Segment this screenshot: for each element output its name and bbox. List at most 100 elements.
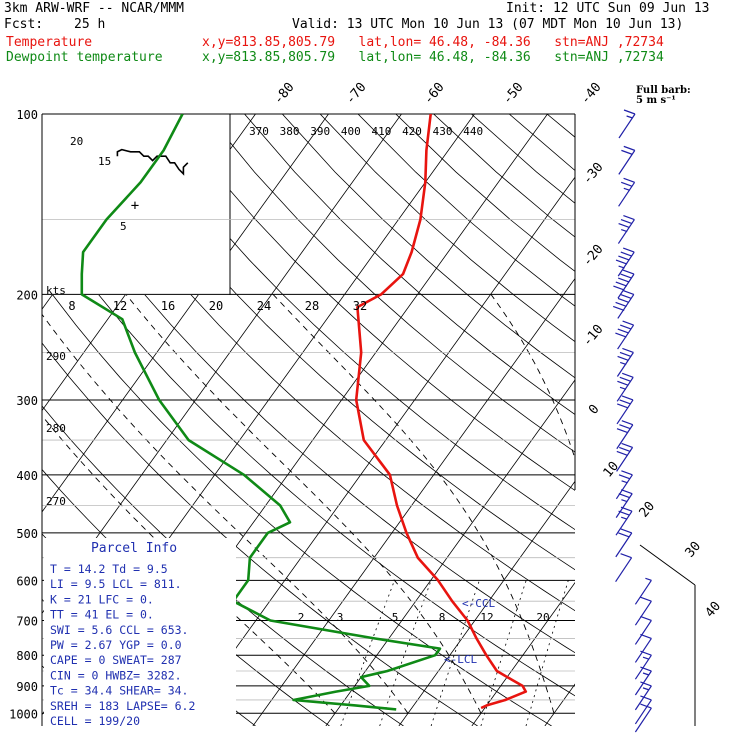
- parcel-level-annotation: <-LCL: [444, 653, 477, 666]
- parcel-info-row: SWI = 5.6 CCL = 653.: [50, 623, 188, 637]
- wind-barb-flag: [621, 420, 634, 426]
- theta-side-label: 280: [46, 422, 66, 435]
- wind-barb-flag: [640, 695, 652, 701]
- wind-barb-flag: [613, 285, 625, 291]
- wind-barb-flag: [620, 293, 632, 299]
- wind-barb-flag: [619, 424, 631, 430]
- wind-barb-flag: [640, 596, 652, 602]
- wind-barb-half: [626, 115, 633, 119]
- dewpoint-location: x,y=813.85,805.79 lat,lon= 46.48, -84.36…: [202, 50, 664, 65]
- wind-barb: [634, 681, 652, 711]
- hodograph-speed-label: 24: [257, 299, 271, 313]
- wind-barb-staff: [634, 600, 652, 626]
- parcel-info-row: T = 14.2 Td = 9.5: [50, 562, 168, 576]
- wind-barb-flag: [616, 403, 629, 409]
- wind-barb-flag: [617, 355, 629, 362]
- wind-barb-flag: [618, 510, 630, 516]
- wind-barb-flag: [612, 305, 625, 311]
- pressure-tick-label: 800: [16, 649, 38, 663]
- temperature-tick-label: -80: [271, 80, 298, 108]
- wind-key-label: 5 m s⁻¹: [636, 95, 676, 106]
- pressure-tick-label: 500: [16, 527, 38, 541]
- wind-barb-half: [642, 672, 650, 676]
- wind-barb-flag: [618, 222, 630, 229]
- theta-side-label: 290: [46, 350, 66, 363]
- wind-barb-flag: [619, 351, 632, 358]
- theta-tick-label: 380: [280, 125, 300, 138]
- wind-barb-flag: [623, 214, 635, 221]
- temperature-tick-label: -10: [580, 322, 607, 350]
- wind-barb-flag: [620, 251, 633, 257]
- wind-barb-half: [642, 687, 650, 691]
- wind-barb-flag: [621, 372, 634, 378]
- parcel-info-title: Parcel Info: [91, 541, 177, 556]
- wind-barb: [617, 214, 635, 244]
- wind-barb: [615, 470, 633, 500]
- wind-barb-flag: [640, 681, 652, 687]
- wind-barb-flag: [615, 259, 628, 265]
- wind-barb-flag: [622, 320, 634, 326]
- wind-barb-flag: [622, 269, 635, 275]
- wind-barb: [616, 372, 634, 402]
- dry-adiabat: [55, 114, 575, 612]
- temperature-tick-label: -50: [500, 80, 527, 108]
- wind-barb-flag: [620, 553, 632, 559]
- wind-barb-flag: [618, 446, 631, 452]
- dewpoint-profile: [80, 114, 442, 711]
- dewpoint-legend: Dewpoint temperature: [6, 50, 163, 65]
- wind-barb-flag: [623, 109, 636, 115]
- hodograph-speed-label: 12: [113, 299, 127, 313]
- wind-barb: [615, 528, 633, 558]
- parcel-box-bg: [44, 538, 236, 726]
- mixing-ratio-line: [430, 580, 480, 726]
- valid-time: Valid: 13 UTC Mon 10 Jun 13 (07 MDT Mon …: [292, 17, 684, 32]
- wind-barb-staff: [634, 699, 652, 725]
- wind-barb: [616, 347, 634, 377]
- wind-barb: [615, 553, 633, 583]
- parcel-info-row: SREH = 183 LAPSE= 6.2: [50, 699, 195, 713]
- parcel-info-row: LI = 9.5 LCL = 811.: [50, 577, 182, 591]
- pressure-tick-label: 300: [16, 394, 38, 408]
- hodograph-ring-label: 15: [98, 155, 111, 168]
- parcel-info-row: PW = 2.67 YGP = 0.0: [50, 638, 182, 652]
- wind-barb: [615, 506, 633, 536]
- wind-barb-half: [642, 656, 650, 660]
- dry-adiabat: [357, 114, 575, 307]
- wind-barb-flag: [619, 324, 632, 330]
- wind-barb-staff: [634, 580, 652, 605]
- temperature-tick-label: 40: [703, 599, 725, 621]
- wind-barb: [616, 442, 634, 472]
- moist-adiabat: [272, 294, 555, 714]
- dry-adiabat: [92, 114, 575, 571]
- wind-barb: [618, 109, 636, 139]
- hodograph-speed-label: 28: [305, 299, 319, 313]
- header: 3km ARW-WRF -- NCAR/MMM Init: 12 UTC Sun…: [0, 0, 740, 70]
- wind-barb-flag: [623, 177, 635, 183]
- wind-barb-flag: [618, 255, 630, 261]
- wind-barb-flag: [640, 650, 652, 656]
- dry-adiabat: [206, 114, 575, 453]
- wind-barb: [616, 395, 634, 425]
- pressure-tick-label: 900: [16, 680, 38, 694]
- wind-barb-flag: [620, 528, 633, 534]
- wind-barb: [634, 666, 652, 696]
- isotherm-line: [398, 480, 575, 726]
- parcel-info-row: CAPE = 0 SWEAT= 287: [50, 653, 182, 667]
- isotherm-line: [0, 114, 36, 726]
- temperature-location: x,y=813.85,805.79 lat,lon= 46.48, -84.36…: [202, 35, 664, 50]
- moist-adiabat: [681, 294, 700, 713]
- pressure-tick-label: 100: [16, 108, 38, 122]
- wind-barb-flag: [618, 474, 631, 480]
- pressure-tick-label: 200: [16, 288, 38, 302]
- wind-barb-half: [623, 187, 630, 191]
- wind-barb: [616, 420, 634, 450]
- wind-barb-flag: [640, 703, 652, 709]
- wind-barb-half: [645, 577, 652, 581]
- theta-tick-label: 410: [371, 125, 391, 138]
- wind-barb: [618, 145, 636, 175]
- wind-barb-flag: [615, 301, 627, 307]
- theta-tick-label: 420: [402, 125, 422, 138]
- wind-barb: [618, 177, 636, 207]
- theta-tick-label: 390: [310, 125, 330, 138]
- mixing-ratio-label: 20: [536, 611, 549, 624]
